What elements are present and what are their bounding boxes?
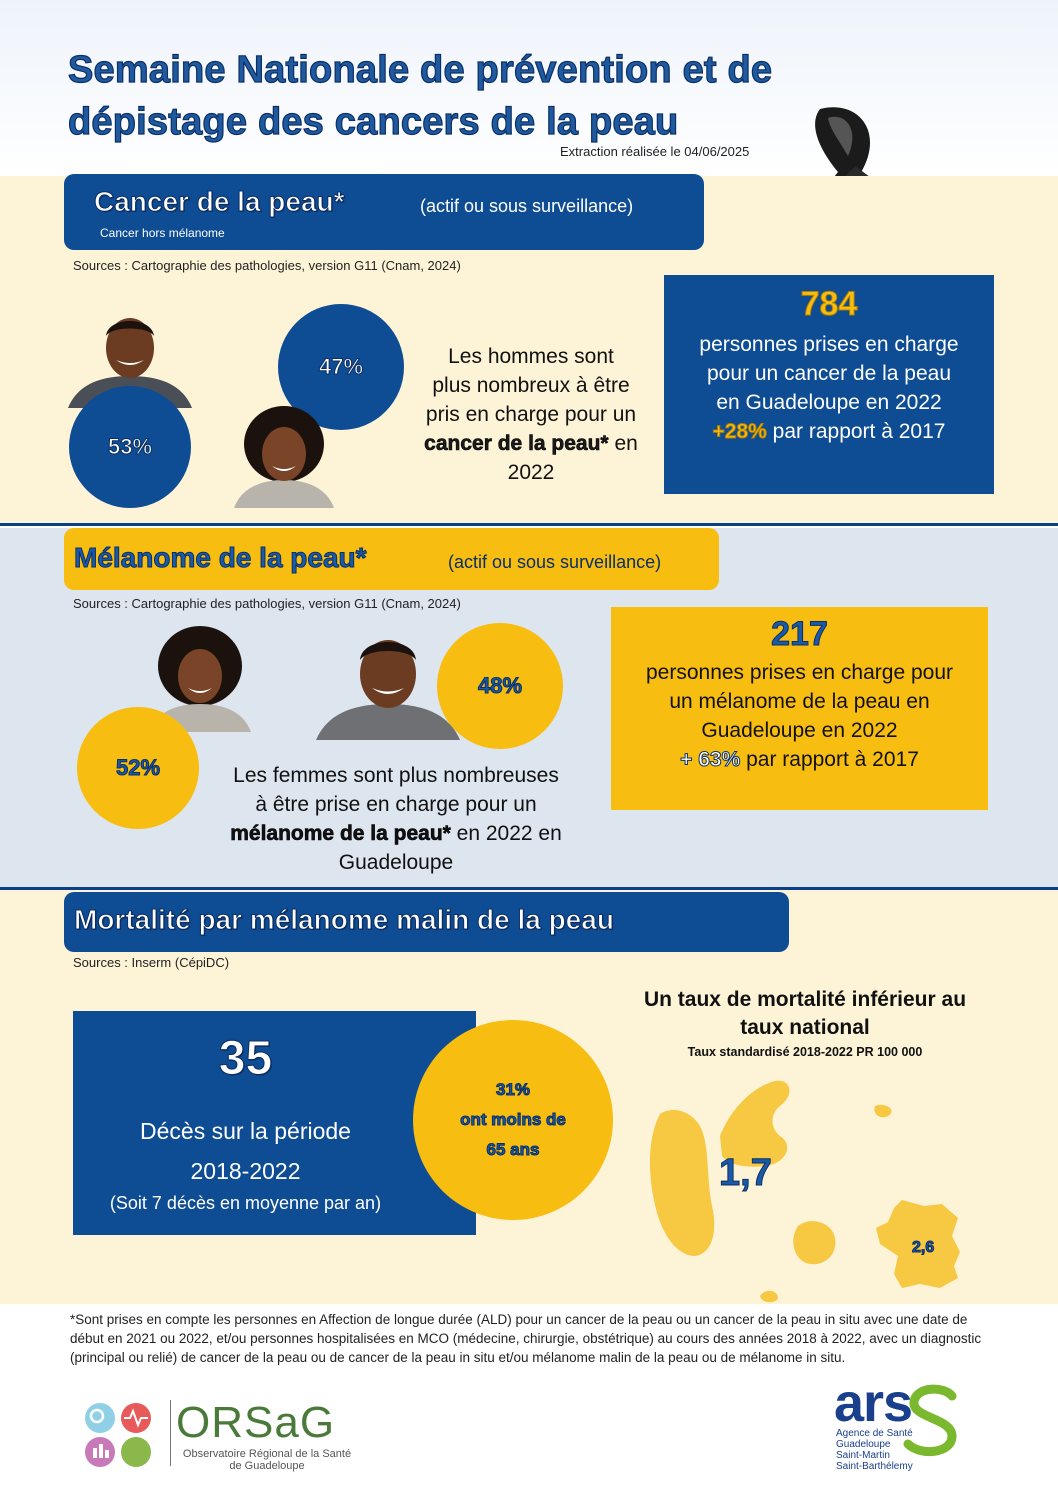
ars-logo-s-icon — [903, 1384, 957, 1457]
page-title: Semaine Nationale de prévention et de dé… — [67, 48, 773, 143]
melanoma-count-box: 217 personnes prises en charge pour un m… — [611, 607, 988, 810]
man-photo — [316, 640, 460, 740]
cancer-count-box: 784 personnes prises en charge pour un c… — [664, 275, 994, 494]
section-divider — [0, 523, 1058, 526]
men-percentage-circle: 48% — [437, 623, 563, 749]
cancer-count: 784 — [800, 285, 858, 324]
france-map — [876, 1200, 960, 1288]
cancer-heading-box: Cancer de la peau* (actif ou sous survei… — [64, 174, 704, 250]
extraction-date: Extraction réalisée le 04/06/2025 — [560, 144, 750, 159]
melanoma-count: 217 — [771, 615, 829, 654]
men-percentage: 53% — [107, 434, 153, 460]
rate-subtitle: Taux standardisé 2018-2022 PR 100 000 — [687, 1045, 923, 1059]
cancer-gender-text: Les hommes sont plus nombreux à être pri… — [424, 345, 638, 484]
orsag-name: ORSaG — [176, 1398, 336, 1447]
melanoma-heading-box: Mélanome de la peau* (actif ou sous surv… — [64, 528, 719, 590]
women-percentage: 52% — [115, 755, 161, 781]
melanoma-sources: Sources : Cartographie des pathologies, … — [73, 596, 461, 611]
melanoma-heading-note: (actif ou sous surveillance) — [448, 552, 662, 572]
rate-france: 2,6 — [911, 1239, 935, 1257]
orsag-subtitle: Observatoire Régional de la Santé de Gua… — [182, 1448, 352, 1472]
cancer-heading: Cancer de la peau* — [94, 186, 346, 218]
women-percentage-circle: 52% — [77, 707, 199, 829]
ars-logo-text: ars — [834, 1373, 913, 1433]
deaths-box: 35 Décès sur la période 2018-2022 (Soit … — [73, 1011, 476, 1235]
men-percentage: 48% — [477, 673, 523, 699]
rate-title: Un taux de mortalité inférieur au taux n… — [643, 988, 967, 1039]
cancer-heading-note: (actif ou sous surveillance) — [420, 196, 634, 216]
orsag-logo-icons — [85, 1403, 151, 1467]
header-background — [0, 0, 1058, 176]
ars-subtitle: Agence de Santé Guadeloupe Saint-Martin … — [836, 1428, 913, 1472]
cancer-sources: Sources : Cartographie des pathologies, … — [73, 258, 461, 273]
deaths-number: 35 — [218, 1032, 273, 1086]
footnote: *Sont prises en compte les personnes en … — [70, 1312, 982, 1365]
men-percentage-circle: 53% — [69, 386, 191, 508]
cancer-subheading: Cancer hors mélanome — [100, 226, 225, 240]
section-divider — [0, 887, 1058, 890]
women-percentage: 47% — [318, 354, 364, 380]
guadeloupe-map — [649, 1080, 892, 1303]
woman-photo — [149, 626, 251, 732]
mortality-sources: Sources : Inserm (CépiDC) — [73, 955, 230, 970]
melanoma-gender-text: Les femmes sont plus nombreuses à être p… — [230, 764, 562, 874]
mortality-heading-box: Mortalité par mélanome malin de la peau — [64, 892, 789, 952]
woman-photo — [234, 406, 334, 508]
rate-guadeloupe: 1,7 — [719, 1152, 773, 1195]
logo-divider — [170, 1400, 171, 1466]
under65-circle: 31% ont moins de 65 ans — [413, 1020, 613, 1220]
mortality-heading: Mortalité par mélanome malin de la peau — [74, 904, 615, 936]
melanoma-heading: Mélanome de la peau* — [74, 542, 368, 574]
